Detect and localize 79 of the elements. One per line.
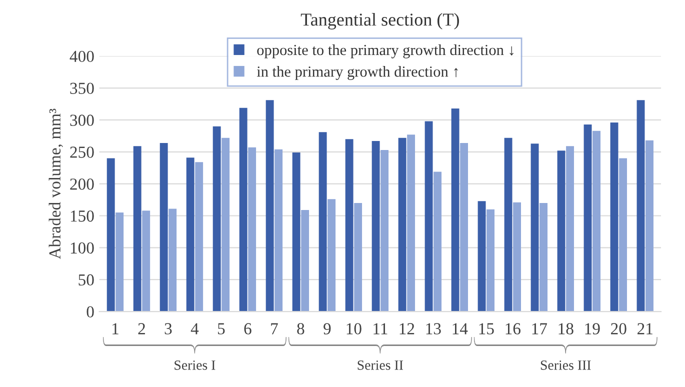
bar <box>266 100 274 312</box>
bar <box>424 121 433 312</box>
bar <box>451 108 460 312</box>
bar <box>398 138 406 312</box>
bar <box>239 108 248 312</box>
x-tick-label: 12 <box>400 323 414 334</box>
legend-label: in the primary growth direction ↑ <box>256 66 458 80</box>
y-tick-label: 350 <box>70 82 94 94</box>
y-tick-label: 50 <box>78 274 94 286</box>
x-tick-label: 18 <box>558 323 574 334</box>
bar <box>407 134 416 312</box>
bar <box>584 124 592 312</box>
bar <box>195 162 204 312</box>
bar <box>354 202 362 312</box>
x-tick-label: 4 <box>190 323 199 334</box>
y-axis-title: Abraded volume, mm³ <box>48 108 63 260</box>
x-tick-label: 19 <box>585 323 600 334</box>
x-tick-label: 1 <box>112 323 118 334</box>
x-tick-label: 2 <box>138 323 145 334</box>
bar <box>168 208 177 312</box>
bar <box>610 122 618 312</box>
bar <box>592 130 600 312</box>
x-tick-label: 9 <box>324 323 331 334</box>
bar <box>292 152 300 312</box>
bar <box>248 147 256 312</box>
bar <box>222 138 230 312</box>
bar <box>513 202 521 312</box>
y-tick-label: 250 <box>70 146 94 158</box>
x-tick-label: 13 <box>426 323 441 334</box>
bar <box>380 150 389 312</box>
x-tick-label: 11 <box>374 323 388 334</box>
x-tick-label: 20 <box>611 323 626 334</box>
bar <box>636 100 645 312</box>
x-tick-label: 10 <box>346 323 362 334</box>
bar <box>566 146 574 312</box>
x-tick-label: 8 <box>297 323 304 334</box>
text: Series II <box>358 360 404 370</box>
y-tick-label: 100 <box>70 242 94 254</box>
x-tick-label: 15 <box>479 323 494 334</box>
bar <box>434 172 442 312</box>
bar <box>142 210 150 312</box>
y-tick-label: 400 <box>70 50 94 62</box>
bar <box>318 132 327 312</box>
legend-label: opposite to the primary growth direction ↓ <box>257 44 514 58</box>
bar <box>540 202 548 312</box>
x-tick-label: 6 <box>244 323 252 334</box>
bar <box>619 158 627 312</box>
x-tick-label: 16 <box>506 323 520 334</box>
bar <box>212 126 221 312</box>
text: Series I <box>174 360 216 370</box>
chart-title: Tangential section (T) <box>300 13 459 30</box>
y-tick-label: 150 <box>70 210 94 222</box>
bar <box>530 144 539 312</box>
x-tick-label: 17 <box>532 323 547 334</box>
bar <box>301 210 310 312</box>
x-tick-label: 3 <box>164 323 172 334</box>
bar <box>106 158 115 312</box>
x-tick-label: 5 <box>218 323 225 334</box>
bar <box>328 199 336 312</box>
bar <box>345 139 354 312</box>
bar <box>557 150 566 312</box>
bar <box>646 140 654 312</box>
y-tick-label: 200 <box>70 178 94 190</box>
y-tick-label: 300 <box>70 114 94 126</box>
x-tick-label: 7 <box>271 323 278 334</box>
x-tick-label: 21 <box>638 323 652 334</box>
bar <box>486 209 494 312</box>
bar <box>116 212 124 312</box>
x-tick-label: 14 <box>452 323 468 334</box>
bar <box>372 141 380 312</box>
bar <box>274 149 283 312</box>
bar <box>460 142 468 312</box>
bar <box>133 146 142 312</box>
y-tick-label: 0 <box>86 306 94 318</box>
bar <box>504 138 512 312</box>
text: Series III <box>540 360 591 370</box>
bar <box>160 142 168 312</box>
bar <box>186 158 194 312</box>
bar <box>478 201 486 312</box>
